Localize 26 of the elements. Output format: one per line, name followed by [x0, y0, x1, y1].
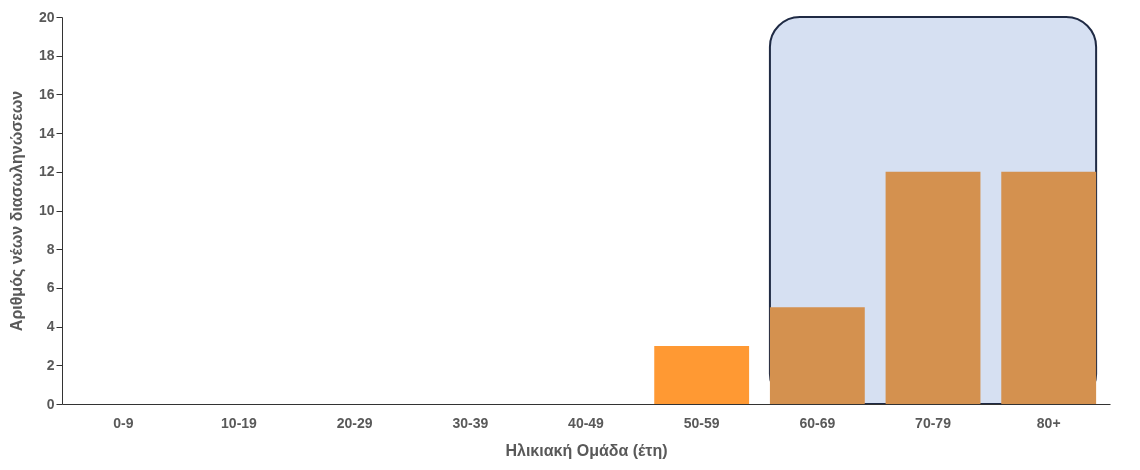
x-tick-label: 20-29: [336, 414, 373, 431]
y-tick-label: 6: [46, 279, 55, 296]
y-tick-label: 0: [46, 395, 55, 412]
bar: [885, 171, 981, 404]
x-tick-label: 0-9: [113, 414, 134, 431]
y-tick-label: 10: [38, 202, 55, 218]
x-tick-label: 50-59: [683, 414, 720, 431]
y-tick-label: 8: [46, 240, 55, 257]
x-tick-label: 70-79: [915, 414, 952, 431]
y-tick-label: 12: [38, 163, 55, 180]
bar: [654, 345, 750, 404]
y-tick-label: 18: [38, 47, 55, 64]
y-tick-label: 20: [38, 8, 55, 25]
bar: [769, 307, 865, 404]
bar: [1001, 171, 1097, 404]
x-tick-label: 10-19: [221, 414, 258, 431]
y-tick-label: 14: [38, 124, 55, 141]
x-tick-label: 60-69: [799, 414, 836, 431]
y-tick-label: 2: [46, 356, 55, 373]
x-tick-label: 80+: [1036, 414, 1061, 431]
y-axis-title: Αριθμός νέων διασωληνώσεων: [7, 90, 26, 332]
x-tick-label: 30-39: [452, 414, 489, 431]
x-axis-title: Ηλικιακή Ομάδα (έτη): [505, 441, 668, 459]
y-tick-label: 4: [46, 318, 55, 335]
y-tick-label: 16: [38, 85, 55, 102]
x-tick-label: 40-49: [568, 414, 605, 431]
